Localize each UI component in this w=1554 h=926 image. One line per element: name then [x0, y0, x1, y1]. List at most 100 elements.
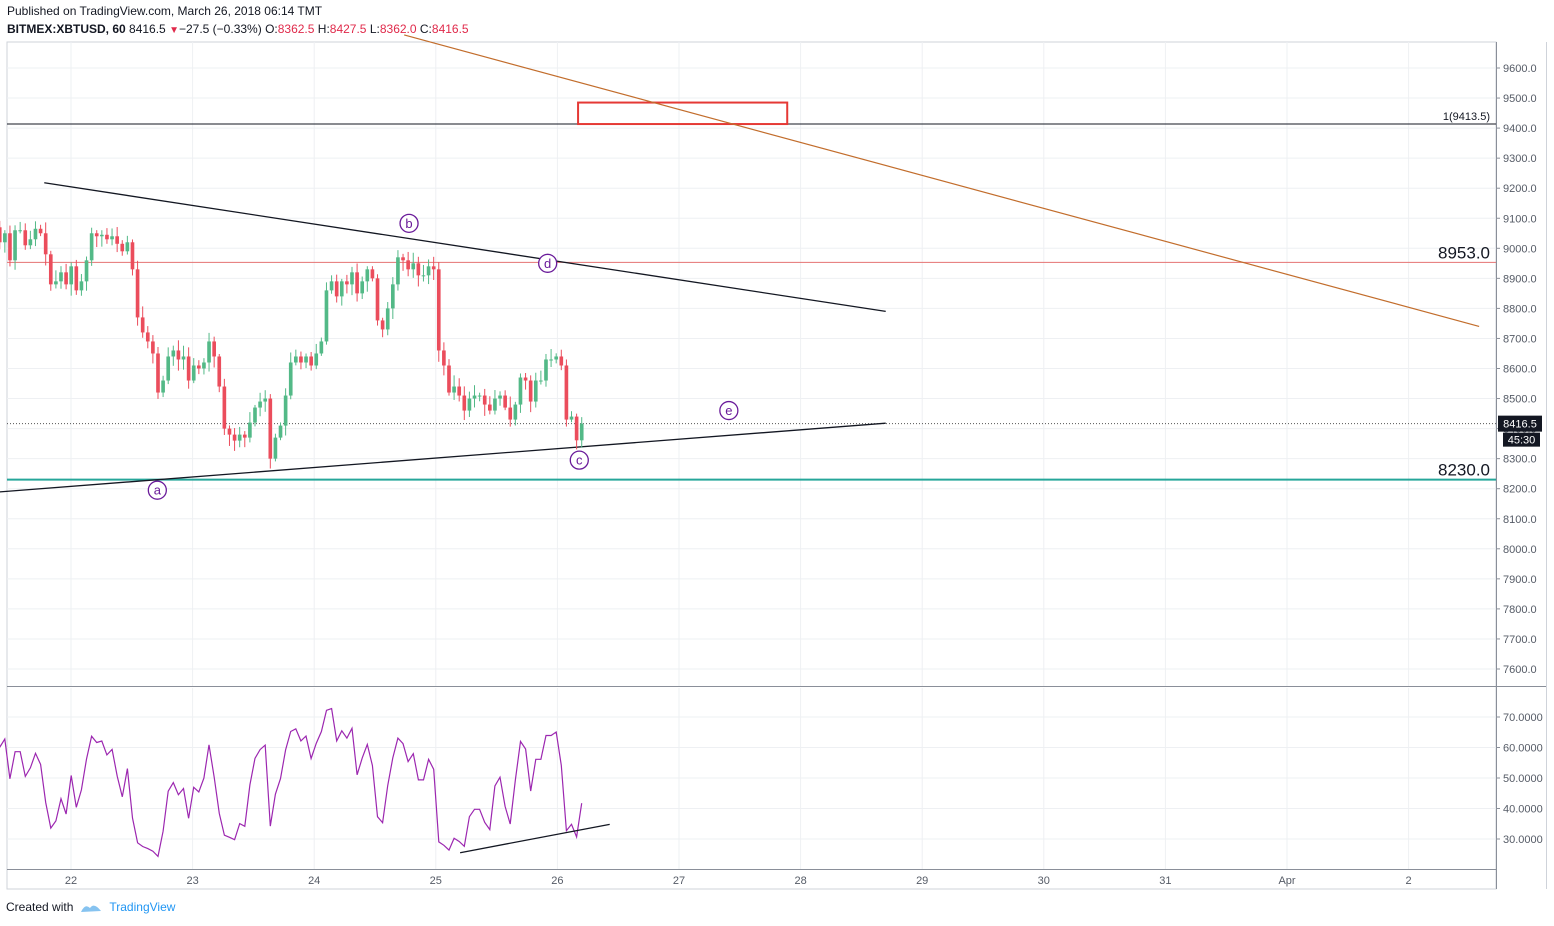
high-value: 8427.5 — [329, 22, 367, 36]
candle — [421, 275, 426, 277]
rsi-trendline — [459, 823, 610, 854]
y-tick-label: 9300.0 — [1503, 153, 1537, 165]
high-label: H: — [317, 22, 330, 36]
candle — [457, 386, 462, 396]
wave-label-circle — [147, 480, 167, 500]
candle — [166, 356, 171, 381]
tradingview-logo-icon — [81, 905, 102, 912]
candle — [539, 380, 543, 382]
y-tick-label: 8500.0 — [1503, 394, 1537, 406]
candle — [283, 395, 288, 426]
wave-label: b — [405, 216, 412, 231]
candle — [488, 404, 492, 411]
candle — [217, 356, 222, 387]
trendline — [44, 182, 886, 313]
y-tick-label: 8700.0 — [1503, 333, 1537, 345]
y-tick-label: 9600.0 — [1503, 63, 1537, 75]
rsi-panel — [0, 707, 610, 858]
candle — [462, 395, 467, 411]
horizontal-line-label: 8230.0 — [1438, 461, 1490, 480]
candle — [467, 398, 472, 411]
candle — [426, 266, 431, 276]
y-tick-label: 9100.0 — [1503, 213, 1537, 225]
wave-label: a — [154, 483, 162, 498]
open-label: O: — [265, 22, 278, 36]
close-value: 8416.5 — [431, 22, 469, 36]
candle — [304, 356, 308, 363]
wave-label: d — [544, 256, 551, 271]
candle — [385, 308, 390, 330]
candle — [197, 365, 201, 369]
symbol-name[interactable]: BITMEX:XBTUSD, 60 — [7, 22, 126, 36]
candle — [370, 269, 375, 279]
open-value: 8362.5 — [277, 22, 315, 36]
y-tick-label: 8900.0 — [1503, 273, 1537, 285]
x-tick-label: 26 — [551, 875, 563, 887]
candle — [94, 233, 99, 237]
y-tick-label: 7700.0 — [1503, 634, 1537, 646]
candle — [508, 407, 513, 420]
candle — [391, 284, 395, 309]
candle — [294, 356, 298, 363]
candle — [145, 332, 150, 342]
price-change: −27.5 (−0.33%) — [178, 22, 262, 36]
candle — [186, 356, 191, 381]
candle — [59, 272, 63, 282]
candle — [309, 356, 313, 366]
candle — [3, 233, 7, 243]
footer: Created with TradingView — [6, 900, 175, 914]
price-tag: 8416.5 — [1503, 419, 1537, 431]
x-tick-label: 29 — [916, 875, 928, 887]
candle — [579, 423, 584, 441]
candle — [350, 272, 354, 285]
candle — [18, 230, 22, 232]
candle — [84, 260, 89, 282]
x-tick-label: 22 — [65, 875, 77, 887]
candle — [13, 230, 17, 261]
candle — [125, 242, 130, 252]
candle — [319, 341, 324, 354]
candle — [222, 386, 227, 429]
candle — [314, 353, 319, 366]
candle — [411, 263, 416, 270]
rsi-tick-label: 60.0000 — [1503, 743, 1543, 755]
candle — [38, 228, 43, 234]
wave-label-circle — [719, 400, 739, 421]
rsi-tick-label: 40.0000 — [1503, 804, 1543, 816]
candle — [498, 395, 502, 399]
candle — [528, 380, 533, 402]
candle — [406, 260, 410, 270]
candle — [191, 365, 196, 381]
wave-label-circle — [538, 253, 558, 273]
x-tick-label: Apr — [1278, 875, 1295, 887]
candle — [278, 425, 283, 438]
chart-grid — [6, 41, 1547, 890]
tradingview-brand[interactable]: TradingView — [109, 900, 176, 914]
candle — [258, 401, 262, 408]
wave-label-circle — [399, 213, 419, 234]
candle — [401, 257, 405, 261]
candle — [120, 243, 125, 252]
candle — [0, 227, 2, 243]
candle — [324, 290, 329, 342]
candle — [202, 362, 206, 369]
candle — [43, 233, 48, 255]
candle — [523, 377, 528, 381]
candle — [273, 437, 278, 459]
candle — [396, 257, 400, 285]
candle — [237, 434, 242, 441]
candle — [416, 263, 421, 276]
candle — [452, 386, 456, 393]
candle — [380, 320, 385, 330]
target-zone-box — [577, 101, 789, 126]
candle — [232, 434, 237, 441]
price-tags: 8416.5 45:30 — [1498, 415, 1542, 447]
candle — [355, 272, 359, 294]
y-tick-label: 8600.0 — [1503, 364, 1537, 376]
wave-label: e — [725, 403, 732, 418]
candle — [161, 380, 165, 393]
candle — [339, 281, 344, 297]
candle — [207, 341, 211, 363]
candle — [33, 228, 38, 240]
